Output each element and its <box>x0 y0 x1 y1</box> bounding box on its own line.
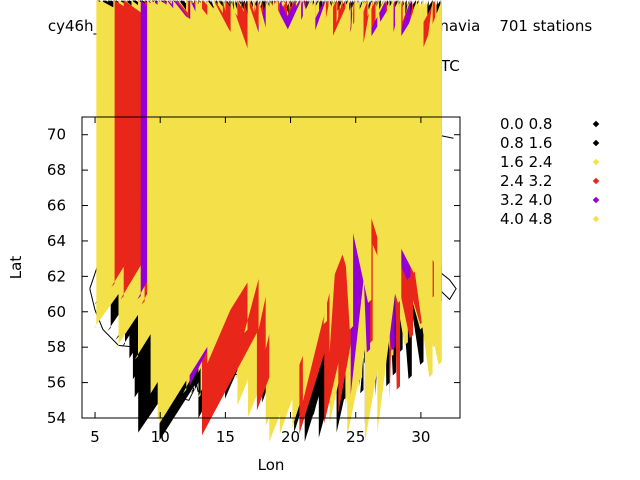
legend-label: 0.8 1.6 <box>500 134 552 152</box>
y-tick-label: 58 <box>47 338 66 356</box>
plot-frame <box>81 116 461 419</box>
y-axis: 54 56 58 60 62 64 66 68 70 <box>47 126 460 427</box>
y-tick-label: 68 <box>47 161 66 179</box>
legend-label: 2.4 3.2 <box>500 172 552 190</box>
legend-marker <box>592 215 600 223</box>
x-tick-label: 30 <box>411 428 430 446</box>
y-tick-label: 56 <box>47 374 66 392</box>
legend-label: 1.6 2.4 <box>500 153 552 171</box>
y-tick-label: 54 <box>47 409 66 427</box>
x-tick-label: 15 <box>216 428 235 446</box>
legend: 0.0 0.80.8 1.61.6 2.42.4 3.23.2 4.04.0 4… <box>500 115 600 228</box>
station-markers <box>93 0 442 442</box>
legend-marker <box>592 139 600 147</box>
legend-label: 4.0 4.8 <box>500 210 552 228</box>
legend-marker <box>592 120 600 128</box>
x-tick-label: 5 <box>90 428 100 446</box>
y-tick-label: 62 <box>47 267 66 285</box>
x-tick-label: 10 <box>151 428 170 446</box>
station-marker-series-5 <box>377 0 433 433</box>
x-axis: 5 10 15 20 25 30 <box>90 117 430 446</box>
x-axis-title: Lon <box>258 456 285 474</box>
x-tick-label: 20 <box>281 428 300 446</box>
legend-label: 0.0 0.8 <box>500 115 552 133</box>
station-marker-series-5 <box>269 0 442 442</box>
y-axis-title: Lat <box>7 256 25 280</box>
y-tick-label: 70 <box>47 126 66 144</box>
legend-marker <box>592 196 600 204</box>
legend-marker <box>592 177 600 185</box>
x-tick-label: 25 <box>346 428 365 446</box>
legend-label: 3.2 4.0 <box>500 191 552 209</box>
y-tick-label: 60 <box>47 303 66 321</box>
legend-marker <box>592 158 600 166</box>
y-tick-label: 64 <box>47 232 66 250</box>
y-tick-label: 66 <box>47 197 66 215</box>
